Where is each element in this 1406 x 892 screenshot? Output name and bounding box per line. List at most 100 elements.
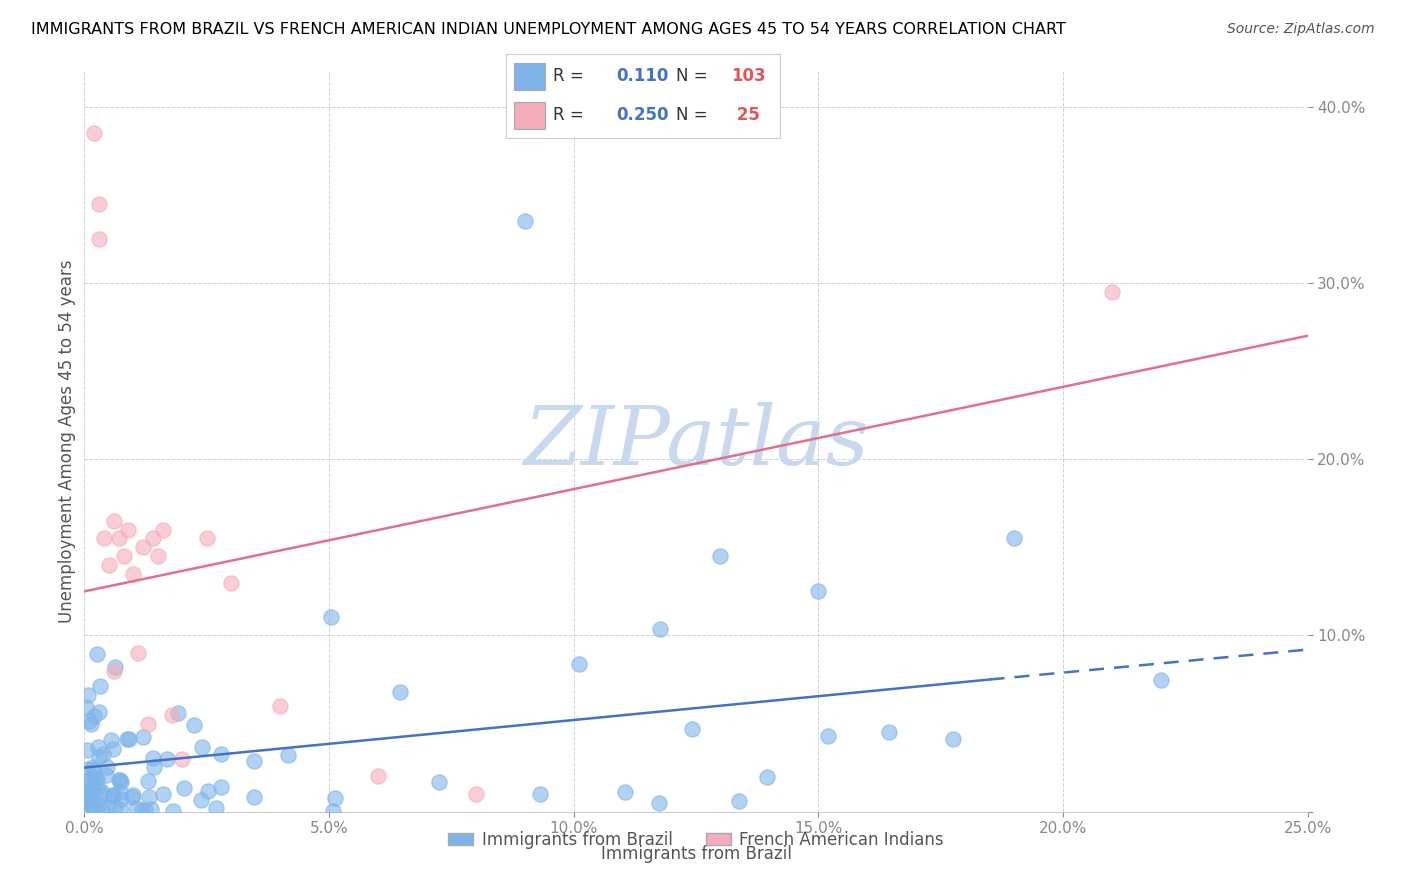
- Point: [87, 780, 110, 794]
- Point: [112, 549, 135, 563]
- Point: [942, 731, 965, 746]
- Point: [817, 729, 839, 743]
- Point: [613, 785, 636, 799]
- Point: [82, 799, 104, 814]
- Point: [79, 714, 101, 729]
- Point: [162, 805, 184, 819]
- Point: [80, 799, 103, 814]
- Point: [87, 739, 110, 754]
- Text: Source: ZipAtlas.com: Source: ZipAtlas.com: [1227, 22, 1375, 37]
- FancyBboxPatch shape: [515, 102, 544, 129]
- Point: [323, 791, 346, 805]
- Point: [80, 717, 103, 731]
- Point: [108, 785, 131, 799]
- Point: [243, 754, 266, 768]
- X-axis label: Immigrants from Brazil: Immigrants from Brazil: [600, 845, 792, 863]
- Point: [108, 773, 131, 788]
- Point: [191, 739, 214, 754]
- Point: [529, 787, 551, 801]
- Point: [568, 657, 591, 671]
- Point: [127, 646, 149, 660]
- Point: [138, 789, 160, 804]
- Text: N =: N =: [676, 106, 713, 124]
- FancyBboxPatch shape: [515, 62, 544, 90]
- Point: [96, 768, 118, 782]
- Text: 0.250: 0.250: [616, 106, 668, 124]
- Text: 0.110: 0.110: [616, 68, 668, 86]
- Point: [91, 747, 114, 761]
- Point: [104, 660, 127, 674]
- Point: [132, 730, 155, 744]
- Point: [82, 760, 104, 774]
- Point: [97, 799, 120, 814]
- Point: [134, 803, 156, 817]
- Point: [115, 732, 138, 747]
- Point: [103, 664, 125, 678]
- Point: [681, 722, 703, 736]
- Point: [108, 773, 131, 788]
- Point: [139, 802, 162, 816]
- Point: [319, 610, 342, 624]
- Text: 25: 25: [731, 106, 759, 124]
- Point: [87, 749, 110, 764]
- Point: [122, 566, 145, 581]
- Point: [79, 792, 101, 806]
- Point: [131, 803, 153, 817]
- Point: [650, 623, 672, 637]
- Point: [167, 706, 190, 721]
- Point: [211, 747, 233, 761]
- Point: [648, 796, 671, 810]
- Point: [877, 725, 900, 739]
- Point: [103, 514, 125, 528]
- Point: [183, 718, 205, 732]
- Point: [209, 780, 232, 794]
- Point: [755, 770, 778, 784]
- Point: [513, 214, 536, 228]
- Point: [75, 796, 97, 810]
- Point: [83, 708, 105, 723]
- Point: [100, 733, 122, 747]
- Point: [73, 773, 96, 788]
- Point: [269, 698, 291, 713]
- Point: [190, 793, 212, 807]
- Legend: Immigrants from Brazil, French American Indians: Immigrants from Brazil, French American …: [441, 824, 950, 855]
- Point: [93, 788, 115, 802]
- Text: 103: 103: [731, 68, 766, 86]
- Text: N =: N =: [676, 68, 713, 86]
- Point: [277, 747, 299, 762]
- Point: [75, 788, 97, 802]
- Point: [427, 775, 450, 789]
- Point: [121, 789, 143, 803]
- Point: [146, 549, 169, 563]
- Point: [367, 769, 389, 783]
- Point: [1101, 285, 1123, 299]
- Text: ZIPatlas: ZIPatlas: [523, 401, 869, 482]
- Point: [118, 731, 141, 746]
- Point: [91, 804, 114, 818]
- Point: [76, 762, 98, 776]
- Point: [75, 787, 97, 801]
- Point: [82, 799, 104, 814]
- Point: [87, 196, 110, 211]
- Point: [162, 707, 184, 722]
- Point: [104, 799, 127, 814]
- Point: [143, 760, 166, 774]
- Text: IMMIGRANTS FROM BRAZIL VS FRENCH AMERICAN INDIAN UNEMPLOYMENT AMONG AGES 45 TO 5: IMMIGRANTS FROM BRAZIL VS FRENCH AMERICA…: [31, 22, 1066, 37]
- Point: [197, 783, 219, 797]
- Point: [219, 575, 242, 590]
- Point: [83, 126, 105, 140]
- Point: [142, 532, 165, 546]
- Point: [136, 716, 159, 731]
- Point: [142, 751, 165, 765]
- Point: [132, 541, 155, 555]
- Point: [103, 741, 125, 756]
- Point: [101, 788, 124, 802]
- Point: [87, 232, 110, 246]
- Point: [152, 523, 174, 537]
- Point: [77, 688, 100, 702]
- Point: [77, 794, 100, 808]
- Point: [728, 794, 751, 808]
- Point: [82, 764, 104, 778]
- Point: [107, 532, 129, 546]
- Point: [172, 752, 194, 766]
